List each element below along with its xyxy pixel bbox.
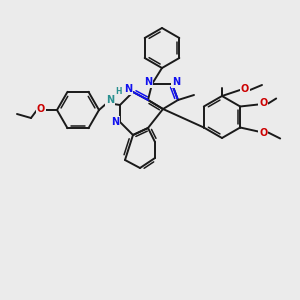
Text: H: H — [115, 87, 122, 96]
Text: N: N — [144, 77, 152, 87]
Text: O: O — [241, 84, 249, 94]
Text: O: O — [259, 128, 267, 137]
Text: N: N — [124, 84, 132, 94]
Text: N: N — [172, 77, 180, 87]
Text: N: N — [111, 117, 119, 127]
Text: N: N — [106, 95, 114, 105]
Text: O: O — [37, 104, 45, 114]
Text: O: O — [259, 98, 267, 109]
